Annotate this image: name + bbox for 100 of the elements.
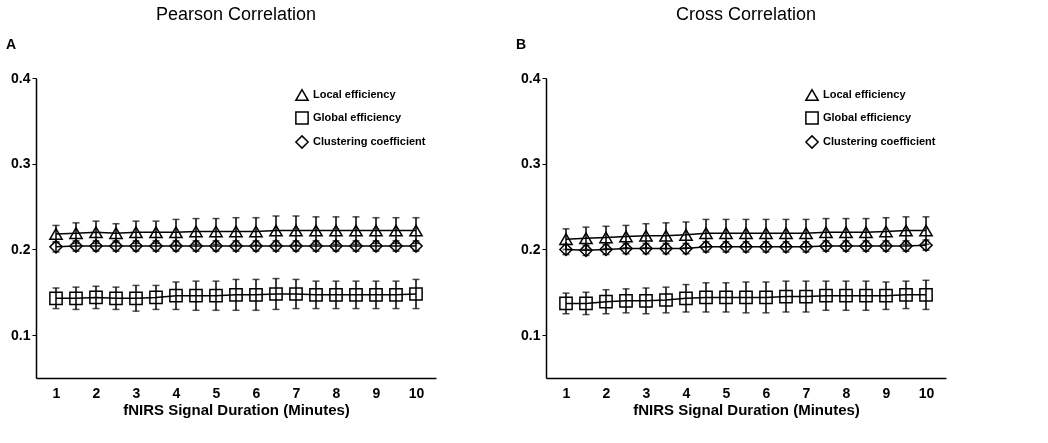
x-tick-label: 4 xyxy=(682,384,691,401)
point xyxy=(69,291,83,306)
point xyxy=(899,224,913,237)
point xyxy=(169,288,183,303)
point xyxy=(859,288,873,303)
point xyxy=(249,287,263,302)
point xyxy=(209,288,223,303)
point xyxy=(679,228,693,241)
text: B xyxy=(516,36,527,52)
y-tick-label: 0.3 xyxy=(11,155,31,172)
point xyxy=(409,287,423,301)
point xyxy=(699,227,713,240)
point xyxy=(699,290,713,305)
point xyxy=(759,290,773,305)
y-tick-label: 0.3 xyxy=(521,155,541,172)
point xyxy=(859,226,873,239)
x-tick-label: 10 xyxy=(408,384,425,401)
point xyxy=(779,289,793,304)
x-tick-label: 9 xyxy=(372,384,381,401)
point xyxy=(89,290,103,305)
legend-label: Global efficiency xyxy=(823,111,912,123)
point xyxy=(329,287,343,302)
chart-title: Pearson Correlation xyxy=(155,4,317,24)
point xyxy=(579,232,593,245)
point xyxy=(189,288,203,303)
x-tick-label: 8 xyxy=(842,384,851,401)
point xyxy=(229,287,243,302)
point xyxy=(659,293,673,307)
point xyxy=(919,224,933,237)
point xyxy=(879,288,893,303)
point xyxy=(109,227,123,240)
point xyxy=(129,291,143,306)
x-tick-label: 3 xyxy=(642,384,651,401)
legend-label: Local efficiency xyxy=(313,88,397,100)
point xyxy=(639,229,653,242)
point xyxy=(719,290,733,305)
point xyxy=(759,227,773,240)
point xyxy=(579,296,593,311)
point xyxy=(189,225,203,238)
x-tick-label: 1 xyxy=(52,384,61,401)
point xyxy=(129,226,143,239)
point xyxy=(309,287,323,302)
point xyxy=(49,291,63,306)
point xyxy=(799,227,813,240)
point xyxy=(919,287,933,302)
point xyxy=(249,225,263,238)
legend-label: Global efficiency xyxy=(313,111,402,123)
point xyxy=(599,294,613,309)
point xyxy=(329,224,343,237)
point xyxy=(559,233,573,246)
point xyxy=(149,226,163,239)
point xyxy=(289,287,303,301)
point xyxy=(349,287,363,302)
y-tick-label: 0.2 xyxy=(521,240,541,257)
x-tick-label: 8 xyxy=(332,384,341,401)
x-tick-label: 5 xyxy=(722,384,731,401)
x-tick-label: 6 xyxy=(762,384,771,401)
x-tick-label: 10 xyxy=(918,384,935,401)
point xyxy=(109,291,123,306)
point xyxy=(619,293,633,308)
legend-label: Clustering coefficient xyxy=(823,135,936,147)
x-tick-label: 2 xyxy=(92,384,101,401)
x-axis-title: fNIRS Signal Duration (Minutes) xyxy=(633,400,860,418)
x-tick-label: 7 xyxy=(802,384,811,401)
point xyxy=(899,287,913,302)
x-tick-label: 2 xyxy=(602,384,611,401)
point xyxy=(369,224,383,237)
x-tick-label: 6 xyxy=(252,384,261,401)
point xyxy=(819,288,833,303)
point xyxy=(739,290,753,305)
point xyxy=(639,293,653,308)
point xyxy=(879,225,893,238)
x-tick-label: 9 xyxy=(882,384,891,401)
x-tick-label: 4 xyxy=(172,384,181,401)
point xyxy=(169,226,183,239)
x-tick-label: 7 xyxy=(292,384,301,401)
point xyxy=(839,288,853,303)
point xyxy=(739,227,753,240)
y-tick-label: 0.2 xyxy=(11,240,31,257)
legend-label: Local efficiency xyxy=(823,88,907,100)
point xyxy=(839,226,853,239)
point xyxy=(559,296,573,311)
y-tick-label: 0.1 xyxy=(521,326,541,343)
point xyxy=(799,289,813,304)
point xyxy=(619,230,633,243)
y-tick-label: 0.4 xyxy=(521,69,541,86)
x-axis-title: fNIRS Signal Duration (Minutes) xyxy=(123,400,350,418)
point xyxy=(309,224,323,237)
x-tick-label: 1 xyxy=(562,384,571,401)
y-tick-label: 0.4 xyxy=(11,69,31,86)
point xyxy=(289,224,303,237)
legend-label: Clustering coefficient xyxy=(313,135,426,147)
point xyxy=(229,225,243,238)
chart-title: Cross Correlation xyxy=(675,4,817,24)
point xyxy=(209,225,223,238)
point xyxy=(89,226,103,239)
point xyxy=(599,231,613,244)
x-tick-label: 3 xyxy=(132,384,141,401)
point xyxy=(409,224,423,237)
point xyxy=(369,287,383,302)
